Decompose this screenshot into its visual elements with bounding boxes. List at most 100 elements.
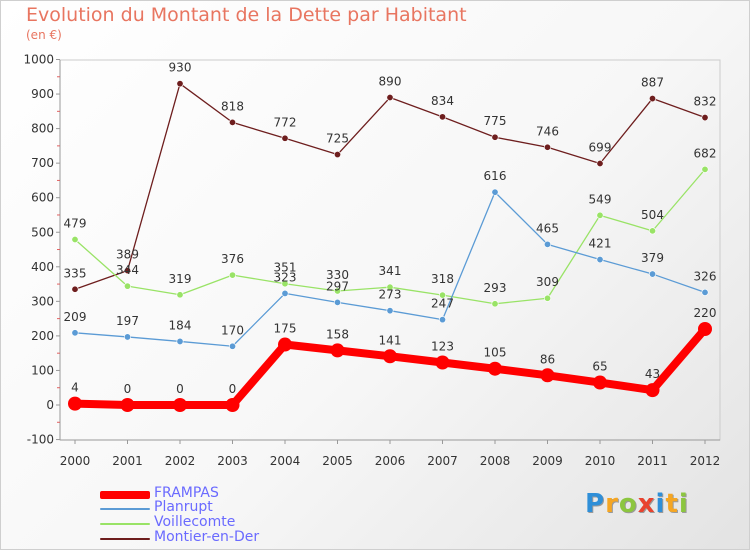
- data-point-voillecomte: [596, 211, 604, 219]
- data-point-voillecomte: [386, 283, 394, 291]
- data-point-frampas: [645, 383, 660, 398]
- data-point-planrupt: [438, 316, 446, 324]
- data-point-planrupt: [176, 337, 184, 345]
- data-label-frampas: 123: [431, 340, 454, 354]
- data-label-montier-en-der: 699: [589, 140, 612, 154]
- data-point-frampas: [488, 361, 502, 376]
- data-label-montier-en-der: 335: [64, 266, 87, 280]
- logo-letter: P: [585, 489, 606, 519]
- data-label-frampas: 158: [326, 327, 349, 341]
- y-tick-label: 400: [31, 260, 54, 274]
- data-label-frampas: 0: [176, 382, 184, 396]
- data-point-planrupt: [124, 333, 132, 341]
- data-point-frampas: [698, 321, 712, 336]
- data-label-frampas: 105: [484, 346, 507, 360]
- data-point-frampas: [540, 368, 555, 383]
- y-tick-label: 800: [31, 122, 54, 136]
- x-tick-label: 2011: [637, 454, 668, 468]
- data-label-voillecomte: 351: [274, 261, 297, 275]
- data-point-voillecomte: [71, 236, 79, 244]
- data-point-planrupt: [648, 270, 656, 278]
- data-point-frampas: [593, 375, 607, 390]
- data-label-montier-en-der: 772: [274, 115, 297, 129]
- data-label-montier-en-der: 834: [431, 94, 454, 108]
- logo-letter: i: [678, 489, 689, 519]
- data-label-voillecomte: 293: [484, 281, 507, 295]
- legend-label-frampas: FRAMPAS: [154, 485, 219, 501]
- x-tick-label: 2009: [532, 454, 563, 468]
- y-tick-label: 900: [31, 87, 54, 101]
- y-tick-label: 200: [31, 329, 54, 343]
- data-label-voillecomte: 318: [431, 272, 454, 286]
- x-tick-label: 2000: [60, 454, 91, 468]
- data-label-planrupt: 616: [484, 169, 507, 183]
- data-label-voillecomte: 341: [379, 264, 402, 278]
- legend-swatch-montier-en-der: [100, 538, 150, 540]
- data-point-voillecomte: [491, 300, 499, 308]
- logo-letter: x: [637, 489, 656, 519]
- data-point-frampas: [330, 343, 345, 358]
- logo-letter: i: [655, 489, 666, 519]
- data-label-voillecomte: 504: [641, 208, 664, 222]
- x-tick-label: 2008: [480, 454, 511, 468]
- data-label-montier-en-der: 818: [221, 99, 244, 113]
- y-tick-label: 500: [31, 225, 54, 239]
- data-point-montier-en-der: [386, 94, 394, 102]
- data-label-frampas: 175: [274, 322, 297, 336]
- y-tick-label: 300: [31, 294, 54, 308]
- legend-swatch-frampas: [100, 491, 150, 499]
- data-label-planrupt: 297: [326, 279, 349, 293]
- data-point-montier-en-der: [71, 285, 79, 293]
- y-tick-label: 700: [31, 156, 54, 170]
- data-label-frampas: 65: [592, 360, 607, 374]
- data-point-frampas: [68, 396, 82, 411]
- data-label-planrupt: 273: [379, 288, 402, 302]
- data-label-frampas: 0: [124, 382, 132, 396]
- data-label-montier-en-der: 746: [536, 124, 559, 138]
- data-point-montier-en-der: [333, 151, 341, 159]
- data-label-voillecomte: 376: [221, 252, 244, 266]
- data-label-planrupt: 170: [221, 323, 244, 337]
- x-tick-label: 2004: [270, 454, 301, 468]
- legend-label-planrupt: Planrupt: [154, 499, 213, 515]
- x-tick-label: 2012: [690, 454, 721, 468]
- y-tick-label: 0: [46, 398, 54, 412]
- data-point-frampas: [173, 398, 187, 412]
- data-point-voillecomte: [281, 280, 289, 288]
- y-tick-label: -100: [27, 433, 54, 447]
- data-label-voillecomte: 682: [694, 146, 717, 160]
- data-label-voillecomte: 309: [536, 275, 559, 289]
- chart-title: Evolution du Montant de la Dette par Hab…: [26, 4, 467, 26]
- data-label-montier-en-der: 890: [379, 75, 402, 89]
- data-point-montier-en-der: [229, 118, 237, 126]
- data-point-montier-en-der: [124, 267, 132, 275]
- data-point-voillecomte: [124, 282, 132, 290]
- data-point-planrupt: [491, 188, 499, 196]
- data-label-planrupt: 379: [641, 251, 664, 265]
- data-label-montier-en-der: 725: [326, 132, 349, 146]
- data-label-planrupt: 326: [694, 269, 717, 283]
- data-point-planrupt: [386, 307, 394, 315]
- data-point-voillecomte: [701, 165, 709, 173]
- data-point-planrupt: [71, 329, 79, 337]
- data-point-voillecomte: [543, 294, 551, 302]
- y-tick-label: 100: [31, 363, 54, 377]
- data-label-voillecomte: 549: [589, 192, 612, 206]
- data-point-montier-en-der: [701, 114, 709, 122]
- logo-letter: t: [665, 489, 679, 519]
- x-tick-label: 2010: [585, 454, 616, 468]
- y-tick-label: 600: [31, 191, 54, 205]
- data-label-frampas: 43: [645, 367, 660, 381]
- data-point-planrupt: [596, 256, 604, 264]
- data-label-frampas: 86: [540, 352, 555, 366]
- data-point-voillecomte: [176, 291, 184, 299]
- data-label-montier-en-der: 887: [641, 76, 664, 90]
- data-point-montier-en-der: [176, 80, 184, 88]
- data-label-planrupt: 465: [536, 221, 559, 235]
- data-point-montier-en-der: [491, 133, 499, 141]
- data-label-frampas: 220: [694, 306, 717, 320]
- data-point-voillecomte: [648, 227, 656, 235]
- logo-letter: o: [618, 489, 638, 519]
